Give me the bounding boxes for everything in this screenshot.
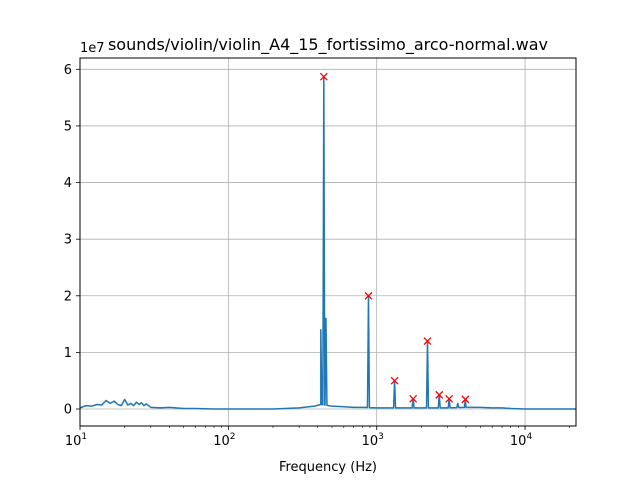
x-axis-title: Frequency (Hz) [279, 460, 377, 475]
peak-marker-stroke [364, 291, 373, 300]
x-tick-label: 102 [213, 432, 235, 449]
peak-marker [319, 72, 328, 81]
peak-marker [445, 394, 454, 403]
peak-marker-stroke [445, 394, 454, 403]
x-tick-base: 10 [213, 434, 230, 449]
peak-marker-stroke [423, 337, 432, 346]
x-tick-base: 10 [65, 434, 82, 449]
peak-marker-stroke [435, 390, 444, 399]
peak-marker [435, 390, 444, 399]
x-tick-exponent: 3 [378, 432, 384, 442]
y-axis-multiplier: 1e7 [80, 41, 105, 56]
spectrum-series [79, 75, 576, 410]
y-tick-label: 0 [64, 403, 72, 418]
peak-marker-stroke [390, 376, 399, 385]
y-tick-label: 5 [64, 119, 72, 134]
x-tick-exponent: 1 [81, 432, 87, 442]
peak-markers [319, 72, 470, 404]
y-tick-label: 1 [64, 346, 72, 361]
peak-marker [423, 337, 432, 346]
grid [79, 58, 576, 426]
x-tick-exponent: 4 [526, 432, 532, 442]
x-tick-base: 10 [510, 434, 527, 449]
x-tick-base: 10 [362, 434, 379, 449]
y-tick-label: 3 [64, 233, 72, 248]
x-tick-label: 103 [362, 432, 384, 449]
x-tick-exponent: 2 [230, 432, 236, 442]
spectrum-line [79, 75, 576, 410]
peak-marker-stroke [461, 395, 470, 404]
y-tick-label: 6 [64, 63, 72, 78]
y-tick-label: 4 [64, 176, 72, 191]
peak-marker [364, 291, 373, 300]
chart-title: sounds/violin/violin_A4_15_fortissimo_ar… [108, 35, 548, 55]
peak-marker [409, 394, 418, 403]
x-tick-label: 104 [510, 432, 533, 449]
y-multiplier-text: 1e7 [80, 41, 105, 56]
x-tick-label: 101 [65, 432, 87, 449]
peak-marker-stroke [319, 72, 328, 81]
peak-marker-stroke [409, 394, 418, 403]
y-tick-label: 2 [64, 289, 72, 304]
peak-marker [461, 395, 470, 404]
axes-frame [79, 57, 577, 427]
peak-marker [390, 376, 399, 385]
